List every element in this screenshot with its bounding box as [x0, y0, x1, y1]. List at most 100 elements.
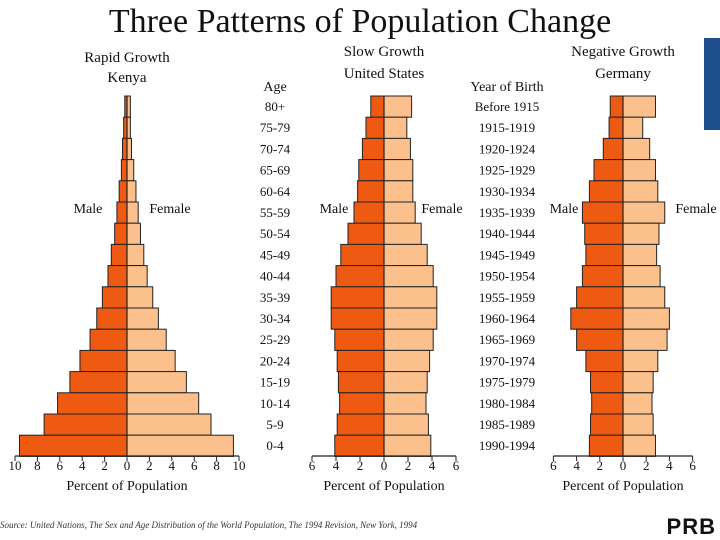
- x-tick-label: 0: [620, 458, 627, 473]
- bar-male: [335, 265, 385, 288]
- bar-male: [96, 307, 128, 330]
- age-header: Age: [263, 80, 286, 95]
- x-tick-label: 2: [101, 458, 108, 473]
- age-labels: Age 80+ 75-79 70-74 65-69 60-64 55-59 50-54 45-4…: [260, 80, 291, 453]
- bar-male: [336, 413, 385, 436]
- bar-male: [114, 222, 128, 245]
- bar-female: [383, 116, 408, 139]
- birth-year-label: 1925-1929: [479, 163, 535, 178]
- bar-male: [365, 116, 385, 139]
- page-title: Three Patterns of Population Change: [108, 3, 612, 40]
- bar-female: [622, 201, 666, 224]
- pyramid-germany: Negative Growth Germany Male Female 6 4 2 0 2 4 6P…: [550, 44, 717, 494]
- bar-female: [126, 371, 187, 394]
- bar-male: [110, 243, 128, 267]
- age-label: 10-14: [260, 396, 291, 411]
- age-label: 0-4: [266, 438, 284, 453]
- bar-female: [126, 265, 148, 288]
- age-label: 45-49: [260, 247, 290, 262]
- bar-male: [118, 180, 128, 203]
- prb-logo: PRB: [666, 514, 716, 539]
- x-tick-label: 2: [405, 458, 412, 473]
- x-tick-label: 2: [357, 458, 364, 473]
- birth-year-label: 1965-1969: [479, 332, 535, 347]
- chart-subtitle: Germany: [595, 66, 651, 82]
- bar-female: [383, 222, 422, 245]
- bar-female: [126, 243, 145, 267]
- bar-male: [588, 434, 624, 457]
- bar-male: [608, 116, 624, 139]
- bar-male: [590, 371, 624, 394]
- male-label: Male: [550, 202, 579, 217]
- bar-male: [337, 371, 385, 394]
- bar-male: [69, 371, 128, 394]
- bar-female: [383, 307, 438, 330]
- female-label: Female: [675, 202, 716, 217]
- x-axis-label: Percent of Population: [66, 479, 187, 494]
- birth-header: Year of Birth: [470, 80, 543, 95]
- bar-female: [622, 371, 654, 394]
- birth-year-label: 1930-1934: [479, 184, 536, 199]
- birth-year-label: 1945-1949: [479, 247, 535, 262]
- x-tick-label: 8: [34, 458, 41, 473]
- birth-year-label: 1960-1964: [479, 311, 536, 326]
- male-label: Male: [320, 202, 349, 217]
- bar-male: [336, 349, 385, 373]
- age-label: 65-69: [260, 163, 290, 178]
- x-axis-label: Percent of Population: [323, 479, 444, 494]
- bar-female: [383, 180, 414, 203]
- bar-male: [122, 137, 128, 161]
- bar-female: [622, 307, 670, 330]
- bar-female: [126, 413, 212, 436]
- bar-male: [79, 349, 128, 373]
- birth-year-label: 1920-1924: [479, 141, 536, 156]
- x-tick-label: 6: [550, 458, 557, 473]
- x-tick-label: 8: [213, 458, 220, 473]
- bar-male: [584, 222, 624, 245]
- x-tick-label: 4: [429, 458, 436, 473]
- bar-female: [126, 434, 234, 457]
- bar-male: [593, 159, 624, 182]
- bar-female: [126, 392, 200, 415]
- bar-male: [357, 180, 385, 203]
- bar-female: [622, 137, 651, 161]
- x-tick-label: 10: [9, 458, 22, 473]
- bar-female: [622, 413, 654, 436]
- birth-year-label: Before 1915: [475, 99, 540, 114]
- bar-male: [585, 349, 624, 373]
- bar-female: [383, 286, 438, 309]
- bar-female: [622, 222, 660, 245]
- bar-female: [383, 349, 431, 373]
- age-label: 40-44: [260, 269, 291, 284]
- chart-subtitle: United States: [344, 66, 425, 82]
- x-tick-label: 6: [689, 458, 696, 473]
- bar-male: [330, 286, 385, 309]
- bar-male: [18, 434, 128, 457]
- bar-female: [126, 137, 132, 161]
- x-tick-label: 4: [666, 458, 673, 473]
- bar-female: [622, 286, 666, 309]
- age-label: 35-39: [260, 290, 290, 305]
- bar-male: [116, 201, 128, 224]
- birth-year-label: 1975-1979: [479, 375, 535, 390]
- x-tick-label: 0: [124, 458, 131, 473]
- bar-female: [383, 265, 434, 288]
- female-label: Female: [149, 202, 190, 217]
- age-label: 80+: [265, 99, 285, 114]
- x-tick-label: 6: [191, 458, 198, 473]
- bar-female: [126, 349, 176, 373]
- bar-male: [602, 137, 624, 161]
- bar-male: [588, 180, 624, 203]
- age-label: 30-34: [260, 311, 291, 326]
- bar-male: [576, 286, 624, 309]
- bar-female: [383, 201, 416, 224]
- bar-female: [622, 265, 661, 288]
- bar-female: [622, 95, 656, 118]
- birth-year-label: 1990-1994: [479, 438, 536, 453]
- bar-female: [622, 243, 658, 267]
- bar-female: [126, 201, 139, 224]
- birth-year-label: 1970-1974: [479, 353, 536, 368]
- age-label: 5-9: [266, 417, 283, 432]
- bar-male: [43, 413, 128, 436]
- bar-male: [576, 328, 624, 351]
